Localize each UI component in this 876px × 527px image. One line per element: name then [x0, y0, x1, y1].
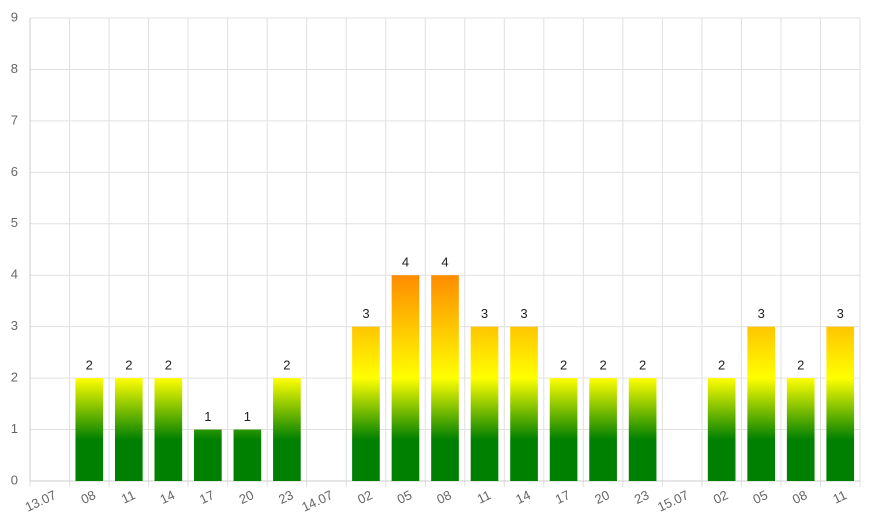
value-label: 1 — [204, 409, 211, 424]
x-tick-label: 11 — [475, 487, 494, 506]
bar — [628, 378, 657, 481]
bar — [589, 378, 617, 481]
x-tick-label: 05 — [395, 487, 414, 507]
x-tick-label: 11 — [119, 487, 138, 506]
value-label: 2 — [125, 358, 132, 373]
y-tick-label: 6 — [11, 164, 18, 179]
y-tick-label: 7 — [11, 112, 18, 127]
bar — [194, 429, 222, 481]
x-tick-label: 14 — [513, 487, 532, 507]
bar — [273, 378, 301, 481]
value-label: 4 — [441, 255, 448, 270]
value-label: 2 — [283, 358, 290, 373]
value-label: 2 — [639, 358, 646, 373]
bar — [747, 326, 776, 481]
bar — [391, 275, 420, 481]
value-label: 2 — [86, 358, 93, 373]
x-tick-label: 17 — [553, 487, 572, 507]
y-tick-label: 4 — [11, 267, 18, 282]
bar — [431, 275, 459, 481]
y-tick-label: 5 — [11, 215, 18, 230]
bar — [233, 429, 262, 481]
x-tick-label: 20 — [237, 487, 256, 507]
value-label: 3 — [837, 306, 844, 321]
y-tick-label: 3 — [11, 318, 18, 333]
x-tick-label: 08 — [79, 487, 98, 507]
x-tick-label: 02 — [711, 487, 730, 507]
y-tick-label: 8 — [11, 61, 18, 76]
bar — [470, 326, 499, 481]
bar — [352, 326, 380, 481]
x-tick-label: 11 — [830, 487, 849, 506]
bar — [75, 378, 104, 481]
value-label: 2 — [599, 358, 606, 373]
value-label: 3 — [520, 306, 527, 321]
bar — [786, 378, 815, 481]
bar — [510, 326, 538, 481]
x-tick-label: 15.07 — [655, 487, 691, 514]
value-label: 3 — [481, 306, 488, 321]
x-tick-label: 08 — [434, 487, 453, 507]
value-label: 4 — [402, 255, 409, 270]
value-label: 3 — [362, 306, 369, 321]
value-label: 2 — [560, 358, 567, 373]
value-label: 2 — [718, 358, 725, 373]
x-tick-label: 08 — [790, 487, 809, 507]
x-tick-label: 23 — [632, 487, 651, 507]
x-tick-label: 17 — [197, 487, 216, 507]
bar — [707, 378, 736, 481]
x-tick-label: 20 — [592, 487, 611, 507]
value-label: 1 — [244, 409, 251, 424]
y-tick-label: 9 — [11, 9, 18, 24]
bar — [154, 378, 183, 481]
bar — [549, 378, 578, 481]
value-label: 2 — [797, 358, 804, 373]
x-tick-label: 14.07 — [299, 487, 335, 514]
bar — [826, 326, 855, 481]
x-tick-label: 14 — [158, 487, 177, 507]
value-label: 3 — [758, 306, 765, 321]
y-tick-label: 2 — [11, 370, 18, 385]
y-tick-label: 0 — [11, 472, 18, 487]
x-tick-label: 23 — [276, 487, 295, 507]
value-label: 2 — [165, 358, 172, 373]
x-tick-label: 02 — [355, 487, 374, 507]
x-tick-label: 13.07 — [23, 487, 59, 514]
bar — [114, 378, 143, 481]
y-tick-label: 1 — [11, 421, 18, 436]
x-tick-label: 05 — [750, 487, 769, 507]
